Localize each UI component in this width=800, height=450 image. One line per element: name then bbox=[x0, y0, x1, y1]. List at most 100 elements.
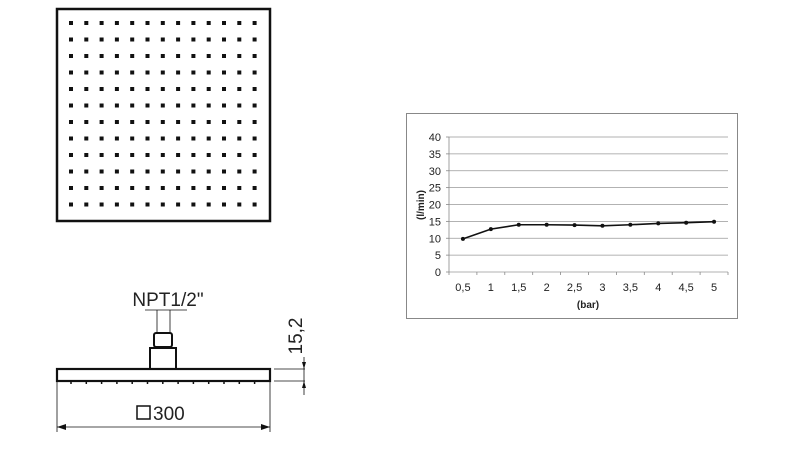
nozzle-dot bbox=[191, 70, 196, 75]
nozzle-dot bbox=[206, 120, 211, 124]
nozzle-dot bbox=[114, 169, 119, 174]
nozzle-dot bbox=[176, 37, 181, 42]
data-point bbox=[684, 220, 689, 225]
x-tick-label: 2,5 bbox=[567, 282, 582, 294]
y-tick-label: 10 bbox=[429, 233, 441, 245]
nozzle-dot bbox=[206, 21, 211, 25]
nozzle-dot bbox=[114, 202, 119, 207]
nozzle-dot bbox=[222, 186, 226, 190]
nozzle-dot bbox=[69, 37, 73, 42]
nozzle-dot bbox=[160, 120, 165, 124]
nozzle-dot bbox=[145, 186, 150, 190]
nozzle-dot bbox=[160, 37, 165, 42]
nozzle-dot bbox=[84, 202, 89, 207]
nozzle-dot bbox=[176, 120, 181, 124]
nozzle-dot bbox=[130, 87, 135, 91]
flow-chart: 0 5 10 15 20 25 30 35 40 0,5 1 1,5 2 2,5 3 3,5 4 4,5 5 (b… bbox=[406, 113, 738, 319]
nozzle-dot bbox=[114, 120, 119, 124]
nozzle-dot bbox=[191, 202, 196, 207]
y-tick-label: 40 bbox=[429, 132, 441, 144]
nozzle-dot bbox=[84, 70, 89, 75]
nozzle-dot bbox=[69, 70, 73, 75]
data-point bbox=[628, 222, 633, 227]
nozzle-dot bbox=[252, 169, 257, 174]
nozzle-dot bbox=[145, 136, 150, 141]
nozzle-dot bbox=[130, 153, 135, 157]
nozzle-dot bbox=[69, 21, 73, 25]
nozzle-dot bbox=[206, 136, 211, 141]
nozzle-dot bbox=[145, 54, 150, 58]
nozzle-dot bbox=[206, 202, 211, 207]
nozzle-dot bbox=[145, 202, 150, 207]
shower-head-side-view bbox=[55, 309, 306, 432]
nozzle-dot bbox=[237, 21, 242, 25]
nozzle-dot bbox=[99, 37, 104, 42]
nozzle-dot bbox=[160, 21, 165, 25]
nozzle-dot bbox=[130, 202, 135, 207]
nozzle-dot bbox=[160, 153, 165, 157]
nozzle-dot bbox=[206, 70, 211, 75]
nozzle-dot bbox=[145, 103, 150, 108]
x-axis-label: (bar) bbox=[577, 300, 599, 311]
nozzle-dot bbox=[206, 54, 211, 58]
nozzle-dot bbox=[114, 37, 119, 42]
nozzle-dot bbox=[69, 186, 73, 190]
nozzle-dot bbox=[222, 202, 226, 207]
x-tick-label: 4,5 bbox=[679, 282, 694, 294]
nozzle-dot bbox=[191, 169, 196, 174]
nozzle-dot bbox=[222, 21, 226, 25]
x-tick-label: 5 bbox=[711, 282, 717, 294]
nozzle-dot bbox=[206, 169, 211, 174]
nozzle-dot bbox=[160, 54, 165, 58]
nozzle-dot bbox=[160, 70, 165, 75]
nozzle-dot bbox=[237, 87, 242, 91]
nozzle-dot bbox=[252, 153, 257, 157]
nozzle-dot bbox=[191, 103, 196, 108]
x-tick-label: 3 bbox=[599, 282, 605, 294]
nozzle-dot bbox=[160, 186, 165, 190]
nozzle-dot bbox=[222, 103, 226, 108]
data-point bbox=[488, 227, 493, 232]
y-tick-label: 5 bbox=[435, 250, 441, 262]
nozzle-dot bbox=[176, 21, 181, 25]
x-tick-label: 3,5 bbox=[623, 282, 638, 294]
nozzle-dot bbox=[222, 169, 226, 174]
nozzle-dot bbox=[84, 120, 89, 124]
nozzle-dot bbox=[99, 169, 104, 174]
nozzle-dot bbox=[222, 87, 226, 91]
nozzle-dot bbox=[114, 54, 119, 58]
nozzle-dot bbox=[237, 37, 242, 42]
nozzle-dot bbox=[145, 87, 150, 91]
nozzle-dot bbox=[145, 21, 150, 25]
nozzle-dot bbox=[130, 21, 135, 25]
nozzle-dot bbox=[237, 120, 242, 124]
y-tick-label: 25 bbox=[429, 183, 441, 195]
nozzle-dot bbox=[114, 70, 119, 75]
nozzle-dot bbox=[252, 21, 257, 25]
nozzle-dot bbox=[206, 153, 211, 157]
nozzle-dot bbox=[84, 87, 89, 91]
nozzle-dot bbox=[114, 136, 119, 141]
nozzle-dot bbox=[252, 87, 257, 91]
data-point bbox=[544, 222, 549, 227]
nozzle-dot bbox=[206, 103, 211, 108]
nozzle-dot bbox=[252, 202, 257, 207]
nozzle-dot bbox=[176, 54, 181, 58]
x-tick-label: 4 bbox=[655, 282, 661, 294]
nozzle-dot bbox=[237, 70, 242, 75]
nozzle-dot bbox=[222, 37, 226, 42]
nozzle-dot bbox=[84, 136, 89, 141]
nozzle-dot bbox=[69, 202, 73, 207]
nozzle-dot bbox=[252, 37, 257, 42]
nozzle-dot bbox=[114, 87, 119, 91]
nozzle-dot bbox=[237, 202, 242, 207]
nozzle-dot bbox=[191, 54, 196, 58]
nozzle-dot bbox=[176, 202, 181, 207]
nozzle-dot bbox=[99, 153, 104, 157]
height-dimension: 15,2 bbox=[286, 318, 307, 355]
nozzle-dot bbox=[176, 186, 181, 190]
data-point bbox=[656, 221, 661, 226]
nozzle-dot bbox=[69, 120, 73, 124]
nozzle-dot bbox=[160, 87, 165, 91]
y-tick-label: 0 bbox=[435, 267, 441, 279]
